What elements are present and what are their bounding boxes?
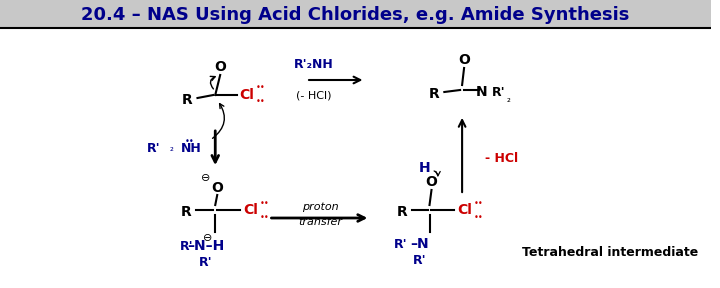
Text: H: H [419, 161, 431, 175]
Text: ₂: ₂ [170, 143, 174, 153]
Text: ₂: ₂ [507, 94, 510, 104]
Text: - HCl: - HCl [485, 151, 518, 164]
Text: –N–H: –N–H [186, 239, 224, 253]
Text: N: N [476, 85, 487, 99]
Text: O: O [426, 175, 438, 189]
Text: transfer: transfer [298, 217, 342, 227]
Text: ⊖: ⊖ [201, 173, 210, 183]
Text: –N: –N [410, 237, 429, 251]
Text: Cl: Cl [240, 88, 254, 102]
Text: R': R' [180, 240, 194, 253]
Text: O: O [458, 53, 470, 67]
Text: ••: •• [260, 213, 269, 221]
Text: R': R' [413, 253, 426, 266]
Text: R': R' [148, 141, 161, 154]
Text: NH: NH [181, 141, 202, 154]
Text: R: R [182, 93, 193, 107]
Text: ••: •• [256, 84, 266, 92]
Text: Cl: Cl [243, 203, 258, 217]
Text: R': R' [199, 255, 212, 268]
Text: ••: •• [474, 213, 484, 221]
Text: O: O [215, 60, 226, 74]
Text: R': R' [394, 238, 408, 251]
Text: R: R [429, 87, 440, 101]
Text: 20.4 – NAS Using Acid Chlorides, e.g. Amide Synthesis: 20.4 – NAS Using Acid Chlorides, e.g. Am… [81, 6, 630, 24]
Text: (- HCl): (- HCl) [296, 90, 332, 100]
Text: Tetrahedral intermediate: Tetrahedral intermediate [522, 245, 698, 259]
Text: O: O [211, 181, 223, 195]
Text: ⊖: ⊖ [202, 233, 212, 243]
FancyBboxPatch shape [0, 0, 711, 28]
Text: R'₂NH: R'₂NH [294, 58, 334, 71]
Text: Cl: Cl [458, 203, 472, 217]
Text: ••: •• [260, 198, 269, 207]
Text: proton: proton [302, 202, 338, 212]
Text: ••: •• [185, 137, 194, 145]
Text: R: R [397, 205, 408, 219]
Text: ••: •• [256, 98, 266, 107]
Text: R': R' [492, 86, 505, 98]
Text: ••: •• [474, 198, 484, 207]
Text: R: R [180, 205, 191, 219]
